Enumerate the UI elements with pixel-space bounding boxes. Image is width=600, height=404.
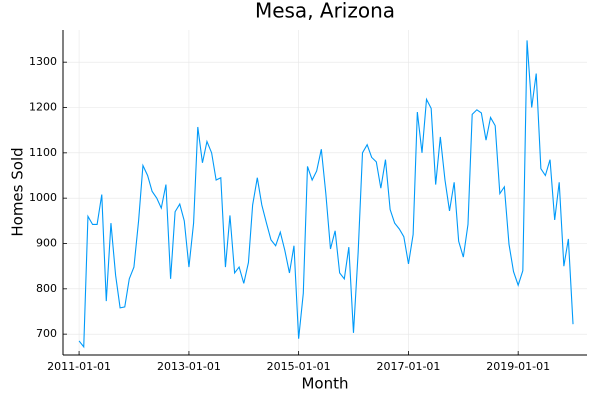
x-tick-label: 2019-01-01 xyxy=(486,360,550,373)
y-tick-label: 1300 xyxy=(29,55,57,68)
y-tick-label: 700 xyxy=(36,327,57,340)
x-tick-label: 2013-01-01 xyxy=(157,360,221,373)
y-tick-label: 800 xyxy=(36,282,57,295)
x-tick-label: 2011-01-01 xyxy=(47,360,111,373)
y-tick-label: 1000 xyxy=(29,191,57,204)
x-axis-label: Month xyxy=(301,375,348,393)
y-axis-label: Homes Sold xyxy=(9,147,27,236)
y-tick-label: 900 xyxy=(36,236,57,249)
y-tick-label: 1200 xyxy=(29,101,57,114)
x-tick-label: 2017-01-01 xyxy=(377,360,441,373)
x-tick-label: 2015-01-01 xyxy=(267,360,331,373)
data-line xyxy=(78,40,574,349)
chart-title: Mesa, Arizona xyxy=(255,0,395,23)
y-tick-label: 1100 xyxy=(29,146,57,159)
